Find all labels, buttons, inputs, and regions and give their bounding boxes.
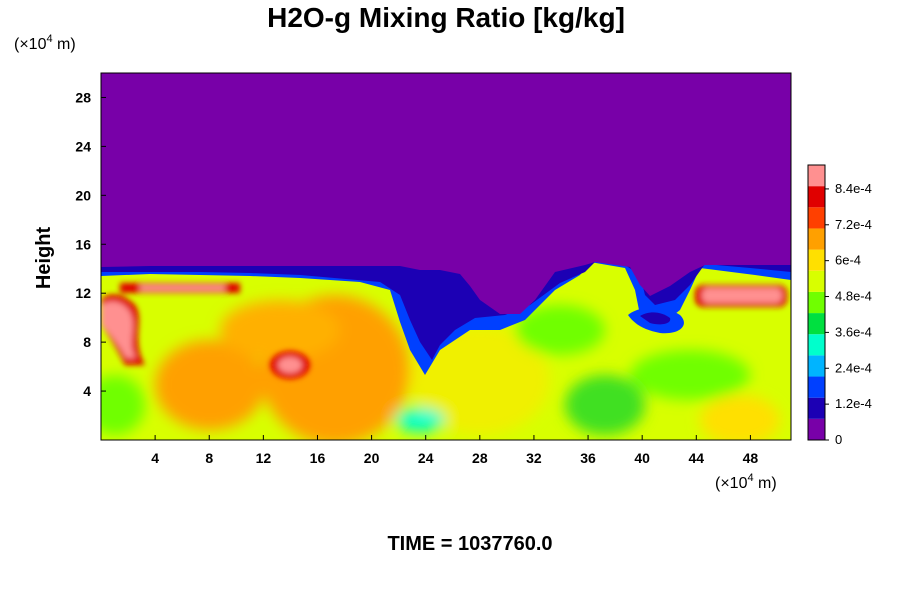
x-tick-label: 48 [743,450,759,466]
colorbar-band [808,397,825,419]
colorbar-band [808,186,825,208]
y-unit-suffix: m) [53,36,76,53]
colorbar-bands [808,165,825,440]
colorbar-tick-label: 7.2e-4 [835,217,872,232]
colorbar-band [808,207,825,229]
blob-green-right-1 [565,375,645,435]
plot-frame [100,72,792,441]
x-unit-label: (×104 m) [715,472,777,492]
colorbar-band [808,165,825,187]
patch-pink-left-column [101,301,136,358]
y-unit-label: (×104 m) [14,33,76,53]
colorbar-frame [807,164,826,441]
blob-yellow-right [700,395,780,440]
x-tick-label: 12 [256,450,272,466]
colorbar-tick-label: 3.6e-4 [835,324,872,339]
y-tick-label: 20 [75,187,91,203]
x-tick-label: 20 [364,450,380,466]
x-tick-label: 16 [310,450,326,466]
blob-yellow-right-eddy [410,325,550,435]
dry-layer-core [101,73,791,314]
colorbar-band [808,313,825,335]
y-tick-label: 4 [83,383,91,399]
colorbar-tick-label: 8.4e-4 [835,181,872,196]
blob-cyan-low [395,408,445,432]
colorbar-tick-label: 2.4e-4 [835,360,872,375]
colorbar-band [808,270,825,292]
y-tick-label: 16 [75,236,91,252]
x-tick-label: 24 [418,450,434,466]
y-tick-label: 12 [75,285,91,301]
colorbar-band [808,376,825,398]
x-tick-label: 8 [205,450,213,466]
field-blobs [101,295,780,440]
y-tick-label: 8 [83,334,91,350]
x-unit-suffix: m) [754,475,777,492]
colorbar-tick-label: 4.8e-4 [835,289,872,304]
colorbar-band [808,291,825,314]
y-unit-prefix: (×10 [14,36,47,53]
y-tick-label: 24 [75,138,91,154]
blob-green-right-2 [630,350,750,400]
y-unit-exp: 4 [46,33,52,45]
colorbar-band [808,355,825,377]
dry-upper-region [101,73,791,375]
x-tick-label: 36 [580,450,596,466]
y-ticks: 4 8 12 16 20 24 28 [75,89,106,399]
y-tick-label: 28 [75,89,91,105]
x-tick-label: 28 [472,450,488,466]
x-tick-label: 40 [634,450,650,466]
blob-orange-upper [220,300,340,360]
time-label: TIME = 1037760.0 [387,533,552,555]
colorbar-tick-label: 0 [835,432,842,447]
colorbar-tick-label: 6e-4 [835,253,861,268]
y-axis-label: Height [33,227,55,290]
blob-green-mid [515,305,605,355]
colorbar-band [808,249,825,271]
x-tick-label: 32 [526,450,542,466]
x-tick-label: 44 [689,450,705,466]
colorbar-band [808,334,825,356]
x-unit-prefix: (×10 [715,475,748,492]
colorbar-ticks: 0 1.2e-4 2.4e-4 3.6e-4 4.8e-4 6e-4 7.2e-4 8.4e-… [825,181,872,447]
patch-pink-center [278,357,302,373]
dry-eddy-loop-inner [640,312,671,325]
blob-green-left [101,375,145,435]
colorbar: 0 1.2e-4 2.4e-4 3.6e-4 4.8e-4 6e-4 7.2e-4 8.4e-… [807,164,872,447]
patch-pink-cap-right [702,288,782,303]
colorbar-band [808,228,825,250]
plot-area [101,73,791,440]
x-ticks: 4 8 12 16 20 24 28 32 36 40 44 48 [151,435,758,466]
field-patches [101,283,787,379]
x-tick-label: 4 [151,450,159,466]
blob-orange-left-eddy [155,340,265,430]
colorbar-band [808,418,825,440]
chart-title: H2O-g Mixing Ratio [kg/kg] [267,2,625,33]
colorbar-tick-label: 1.2e-4 [835,396,872,411]
x-unit-exp: 4 [747,472,753,484]
patch-pink-cap-left [140,285,225,291]
